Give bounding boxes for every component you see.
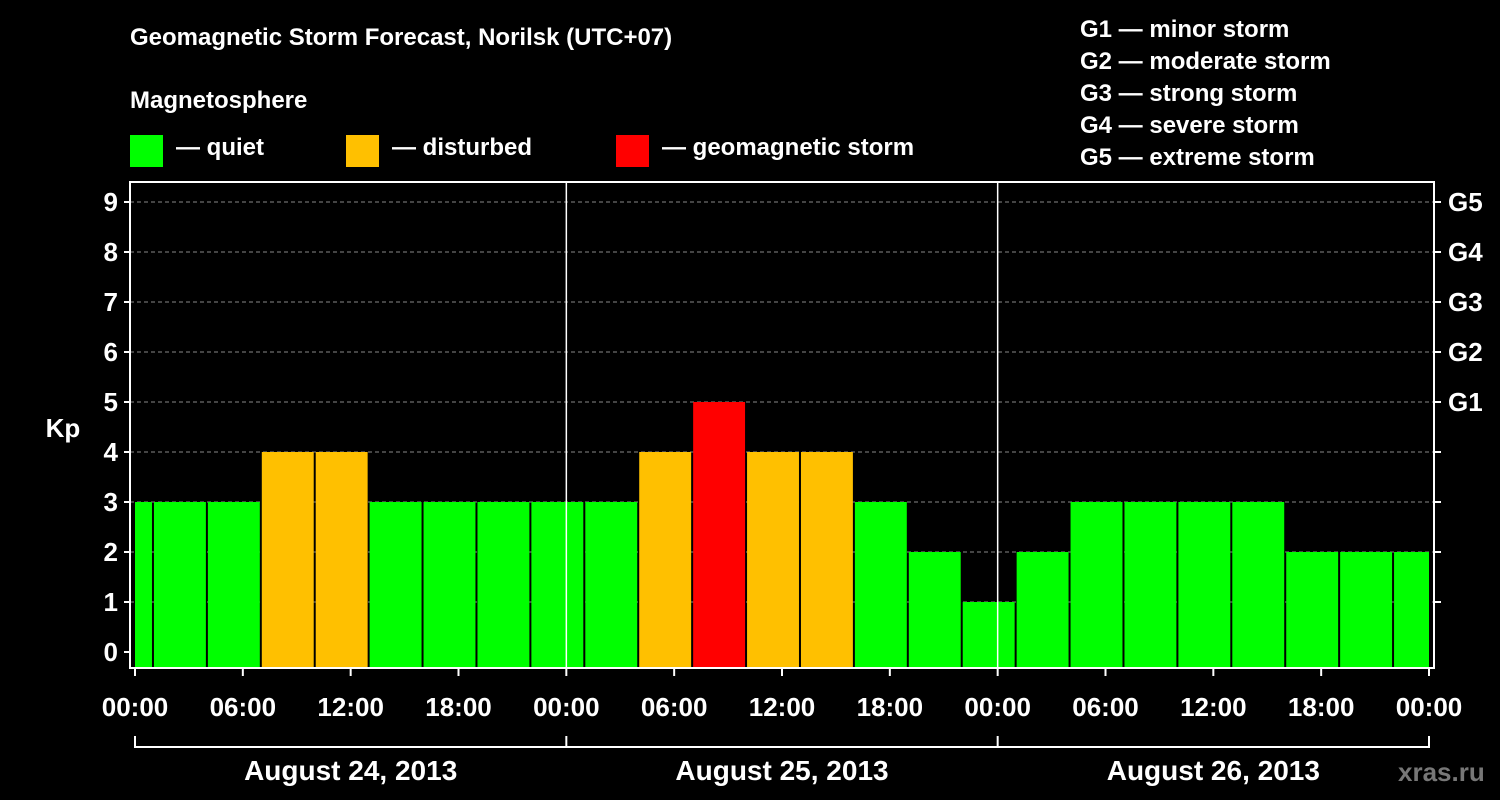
legend-swatch-disturbed bbox=[346, 135, 379, 167]
g-level-label: G5 bbox=[1448, 187, 1483, 217]
kp-bar bbox=[1070, 502, 1123, 668]
watermark: xras.ru bbox=[1398, 757, 1485, 787]
g-scale-g5: G5 — extreme storm bbox=[1080, 144, 1315, 171]
g-scale-g4: G4 — severe storm bbox=[1080, 112, 1299, 139]
y-tick-label: 9 bbox=[104, 187, 118, 217]
y-tick-label: 4 bbox=[104, 437, 119, 467]
kp-bar bbox=[315, 452, 368, 668]
y-tick-label: 3 bbox=[104, 487, 118, 517]
kp-bar bbox=[1340, 552, 1393, 668]
x-tick-label: 00:00 bbox=[1396, 692, 1463, 722]
kp-bar bbox=[153, 502, 206, 668]
y-tick-label: 6 bbox=[104, 337, 118, 367]
g-level-label: G2 bbox=[1448, 337, 1483, 367]
kp-bar bbox=[1178, 502, 1231, 668]
y-tick-label: 7 bbox=[104, 287, 118, 317]
kp-bar bbox=[531, 502, 584, 668]
x-tick-label: 12:00 bbox=[317, 692, 384, 722]
kp-bar bbox=[585, 502, 638, 668]
x-tick-label: 06:00 bbox=[1072, 692, 1139, 722]
x-tick-label: 06:00 bbox=[641, 692, 708, 722]
kp-bar bbox=[423, 502, 476, 668]
kp-bar bbox=[135, 502, 152, 668]
day-label: August 25, 2013 bbox=[675, 755, 888, 786]
legend-label-storm: — geomagnetic storm bbox=[662, 134, 915, 161]
legend-label-quiet: — quiet bbox=[176, 134, 264, 161]
kp-bar bbox=[639, 452, 692, 668]
y-tick-label: 8 bbox=[104, 237, 118, 267]
kp-bar bbox=[962, 602, 1015, 668]
g-scale-g1: G1 — minor storm bbox=[1080, 16, 1290, 43]
day-label: August 24, 2013 bbox=[244, 755, 457, 786]
kp-bar bbox=[693, 402, 746, 668]
chart-title: Geomagnetic Storm Forecast, Norilsk (UTC… bbox=[130, 24, 673, 51]
x-tick-label: 00:00 bbox=[533, 692, 600, 722]
kp-bar bbox=[1286, 552, 1339, 668]
kp-bar bbox=[1394, 552, 1429, 668]
x-tick-label: 12:00 bbox=[1180, 692, 1247, 722]
kp-bar bbox=[747, 452, 799, 668]
x-tick-label: 18:00 bbox=[425, 692, 492, 722]
g-level-label: G4 bbox=[1448, 237, 1483, 267]
g-level-label: G3 bbox=[1448, 287, 1483, 317]
x-tick-label: 12:00 bbox=[749, 692, 816, 722]
y-tick-label: 0 bbox=[104, 637, 118, 667]
magnetosphere-heading: Magnetosphere bbox=[130, 87, 308, 114]
legend-swatch-quiet bbox=[130, 135, 163, 167]
g-scale-g3: G3 — strong storm bbox=[1080, 80, 1298, 107]
x-tick-label: 18:00 bbox=[857, 692, 924, 722]
kp-bar bbox=[369, 502, 422, 668]
y-axis-label: Kp bbox=[46, 413, 81, 443]
day-label: August 26, 2013 bbox=[1107, 755, 1320, 786]
kp-bar bbox=[1016, 552, 1069, 668]
legend-label-disturbed: — disturbed bbox=[392, 134, 533, 161]
legend-swatch-storm bbox=[616, 135, 649, 167]
x-tick-label: 00:00 bbox=[964, 692, 1031, 722]
kp-bar bbox=[1124, 502, 1177, 668]
kp-bar bbox=[477, 502, 530, 668]
kp-bar bbox=[908, 552, 961, 668]
kp-bar bbox=[800, 452, 853, 668]
x-tick-label: 00:00 bbox=[102, 692, 169, 722]
kp-bar bbox=[1232, 502, 1285, 668]
kp-bar bbox=[261, 452, 314, 668]
y-tick-label: 5 bbox=[104, 387, 118, 417]
g-scale-g2: G2 — moderate storm bbox=[1080, 48, 1331, 75]
y-tick-label: 2 bbox=[104, 537, 118, 567]
x-tick-label: 06:00 bbox=[210, 692, 277, 722]
g-level-label: G1 bbox=[1448, 387, 1483, 417]
kp-bar bbox=[207, 502, 260, 668]
kp-bar bbox=[854, 502, 907, 668]
y-tick-label: 1 bbox=[104, 587, 118, 617]
x-tick-label: 18:00 bbox=[1288, 692, 1355, 722]
